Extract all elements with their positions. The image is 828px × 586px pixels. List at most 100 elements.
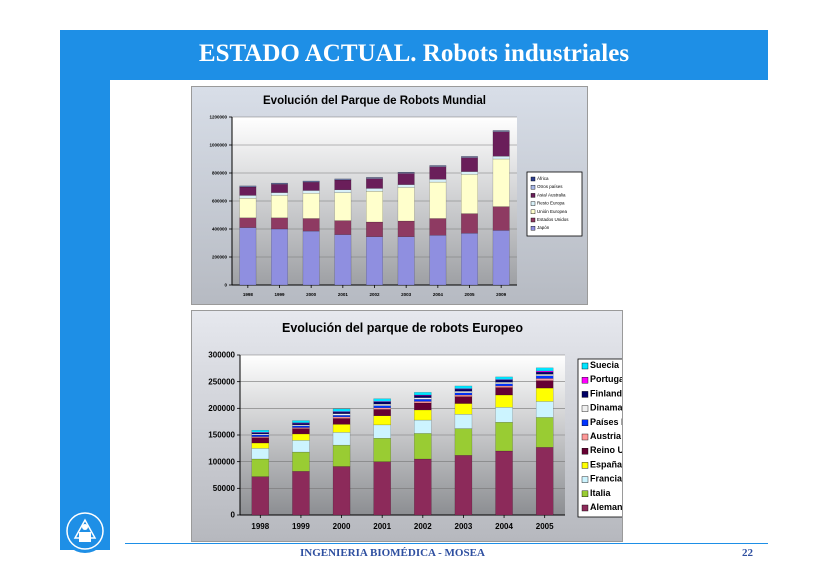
bar-segment bbox=[454, 403, 473, 415]
x-tick-label: 2000 bbox=[333, 522, 351, 531]
legend-swatch bbox=[581, 490, 589, 498]
bar-segment bbox=[495, 381, 513, 384]
x-tick-label: 1998 bbox=[251, 522, 269, 531]
y-tick-label: 0 bbox=[231, 511, 236, 520]
x-tick-label: 2003 bbox=[401, 292, 412, 297]
legend-label: Finlandia bbox=[590, 388, 622, 398]
legend-label: Países bajos bbox=[590, 417, 622, 427]
x-tick-label: 2001 bbox=[338, 292, 349, 297]
y-tick-label: 200000 bbox=[212, 255, 228, 260]
bar-segment bbox=[461, 213, 478, 234]
bar-segment bbox=[373, 398, 391, 402]
y-tick-label: 100000 bbox=[208, 457, 235, 466]
chart-title: Evolución del Parque de Robots Mundial bbox=[263, 95, 486, 107]
bar-segment bbox=[414, 399, 432, 402]
bar-segment bbox=[397, 184, 415, 188]
legend-label: Italia bbox=[590, 488, 612, 498]
europe-robots-chart: Evolución del parque de robots Europeo 0 5… bbox=[191, 310, 623, 542]
bar-segment bbox=[495, 387, 513, 396]
x-tick-label: 2009 bbox=[496, 292, 507, 297]
bar-segment bbox=[334, 189, 352, 193]
footer-line bbox=[125, 543, 768, 544]
legend-swatch bbox=[530, 193, 536, 198]
bar-segment bbox=[461, 157, 478, 172]
bar-segment bbox=[332, 444, 351, 467]
y-tick-label: 150000 bbox=[208, 431, 235, 440]
world-robots-chart-svg: Evolución del Parque de Robots Mundial 0 2… bbox=[192, 87, 587, 304]
bar-segment bbox=[373, 407, 391, 410]
bar-segment bbox=[251, 442, 270, 449]
legend-label: Reino Unido bbox=[590, 445, 622, 455]
bar-segment bbox=[292, 433, 310, 441]
bar-segment bbox=[461, 174, 478, 214]
legend-label: Francia bbox=[590, 474, 622, 484]
bar-segment bbox=[454, 391, 473, 394]
x-tick-label: 2004 bbox=[495, 522, 513, 531]
page-number: 22 bbox=[742, 547, 753, 559]
bar-segment bbox=[292, 440, 310, 453]
legend-label: Estados Unidos bbox=[537, 217, 569, 222]
y-tick-label: 1200000 bbox=[209, 115, 227, 120]
legend-box bbox=[526, 171, 583, 237]
world-robots-chart: Evolución del Parque de Robots Mundial 0 2… bbox=[191, 86, 588, 305]
bar-segment bbox=[492, 155, 510, 160]
bar-segment bbox=[492, 230, 510, 286]
bar-segment bbox=[535, 378, 554, 381]
y-tick-label: 250000 bbox=[208, 377, 235, 386]
bar-segment bbox=[495, 450, 513, 516]
bar-segment bbox=[332, 411, 351, 414]
bar-segment bbox=[535, 387, 554, 402]
bar-segment bbox=[414, 458, 432, 516]
bar-segment bbox=[414, 409, 432, 421]
legend-swatch bbox=[581, 447, 589, 455]
bar-segment bbox=[535, 447, 554, 516]
x-tick-label: 2005 bbox=[464, 292, 475, 297]
bar-segment bbox=[461, 171, 478, 175]
y-tick-label: 800000 bbox=[212, 171, 228, 176]
bar-segment bbox=[302, 193, 320, 219]
bar-segment bbox=[535, 380, 554, 389]
legend-swatch bbox=[581, 504, 589, 512]
x-tick-label: 2003 bbox=[455, 522, 473, 531]
bar-segment bbox=[251, 437, 270, 444]
legend-swatch bbox=[530, 217, 536, 223]
legend-label: Portugal bbox=[590, 374, 622, 384]
legend-swatch bbox=[581, 433, 589, 441]
legend-label: Resto Europa bbox=[537, 201, 565, 206]
bar-segment bbox=[251, 429, 270, 433]
bar-segment bbox=[397, 173, 415, 185]
bar-segment bbox=[271, 228, 288, 286]
legend-label: Austria bbox=[590, 431, 622, 441]
bar-segment bbox=[454, 396, 473, 404]
bar-segment bbox=[366, 221, 383, 237]
bar-segment bbox=[366, 190, 383, 223]
legend-swatch bbox=[581, 419, 589, 427]
bar-segment bbox=[292, 420, 310, 423]
bar-segment bbox=[334, 192, 352, 221]
x-tick-label: 2004 bbox=[433, 292, 444, 297]
y-tick-label: 200000 bbox=[208, 404, 235, 413]
bar-segment bbox=[332, 418, 351, 425]
bar-segment bbox=[239, 217, 257, 228]
legend-swatch bbox=[530, 201, 536, 206]
legend-swatch bbox=[530, 184, 536, 190]
bar-segment bbox=[239, 197, 257, 218]
y-tick-label: 400000 bbox=[212, 227, 228, 232]
legend-swatch bbox=[581, 476, 589, 483]
x-tick-label: 2001 bbox=[373, 522, 391, 531]
bar-segment bbox=[492, 158, 510, 207]
slide-title: ESTADO ACTUAL. Robots industriales bbox=[198, 40, 630, 67]
bar-segment bbox=[495, 383, 513, 387]
bar-segment bbox=[535, 417, 554, 448]
bar-segment bbox=[366, 236, 383, 286]
bar-segment bbox=[366, 178, 383, 189]
bar-segment bbox=[414, 402, 432, 411]
bar-segment bbox=[429, 181, 447, 219]
bar-segment bbox=[454, 428, 473, 456]
bar-segment bbox=[271, 195, 288, 219]
legend-swatch bbox=[530, 176, 536, 182]
bar-segment bbox=[271, 183, 288, 193]
bar-segment bbox=[454, 394, 473, 397]
bar-segment bbox=[495, 394, 513, 408]
y-tick-label: 300000 bbox=[208, 351, 235, 360]
